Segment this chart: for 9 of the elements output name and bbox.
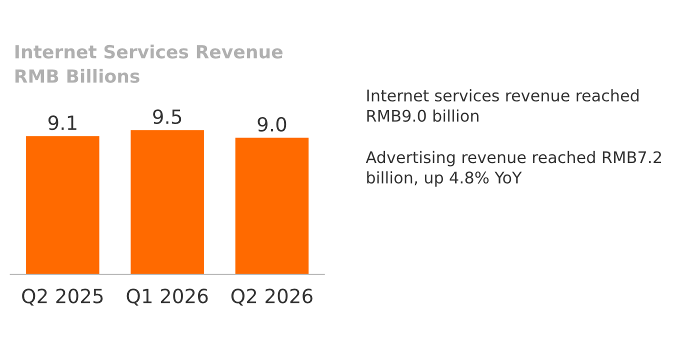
text: Advertising revenue reached RMB7.2 billion, up 4.8% YoY — [366, 150, 661, 187]
text: Internet services revenue reached RMB9.0 billion — [367, 89, 639, 122]
data-label: 9.1 — [48, 115, 76, 130]
chart-title: Internet Services Revenue RMB Billions — [15, 44, 283, 83]
x-tick-label: Q1 2026 — [126, 288, 208, 306]
x-tick-label: Q2 2026 — [231, 288, 312, 306]
data-label: 9.5 — [153, 109, 182, 124]
x-tick-label: Q2 2025 — [22, 288, 103, 306]
data-label: 9.0 — [258, 116, 286, 132]
